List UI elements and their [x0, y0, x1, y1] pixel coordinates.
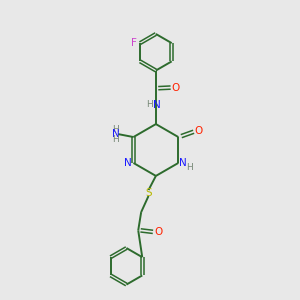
Text: S: S	[145, 188, 152, 198]
Text: O: O	[154, 227, 162, 237]
Text: H: H	[112, 135, 119, 144]
Text: N: N	[112, 129, 120, 139]
Text: O: O	[195, 126, 203, 136]
Text: F: F	[131, 38, 137, 48]
Text: N: N	[124, 158, 132, 168]
Text: O: O	[172, 82, 180, 93]
Text: N: N	[179, 158, 187, 168]
Text: H: H	[112, 124, 119, 134]
Text: N: N	[154, 100, 161, 110]
Text: H: H	[146, 100, 153, 109]
Text: H: H	[186, 163, 193, 172]
